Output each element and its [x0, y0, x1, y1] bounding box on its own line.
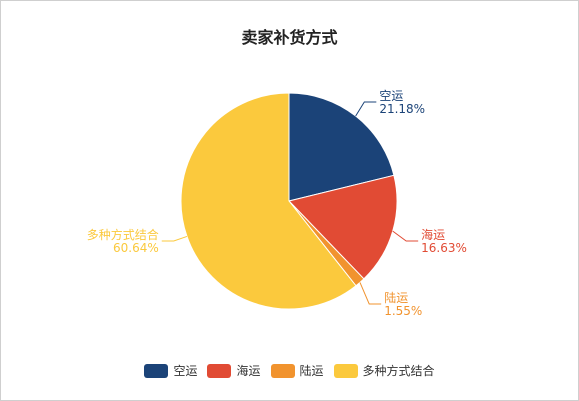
slice-label-value-1: 21.18%: [379, 102, 425, 116]
legend-swatch-3: [270, 363, 295, 378]
slice-label-name-2: 海运: [421, 227, 445, 242]
legend-swatch-2: [207, 363, 232, 378]
legend-item-4[interactable]: 多种方式结合: [333, 362, 435, 379]
legend-swatch-4: [333, 363, 358, 378]
slice-label-value-4: 60.64%: [113, 241, 159, 255]
slice-label-name-1: 空运: [379, 89, 403, 103]
legend: 空运 海运 陆运 多种方式结合: [0, 362, 579, 379]
slice-label-name-4: 多种方式结合: [87, 227, 159, 242]
pie-slice-2[interactable]: [288, 174, 398, 280]
pie-slice-1[interactable]: [288, 92, 395, 202]
legend-item-3[interactable]: 陆运: [270, 362, 324, 379]
slice-label-name-3: 陆运: [384, 290, 408, 305]
legend-label-3: 陆运: [299, 364, 324, 378]
legend-label-1: 空运: [173, 364, 198, 378]
pie-slices: [180, 92, 398, 310]
leader-line-1: [355, 101, 377, 117]
leader-line-2: [392, 230, 419, 242]
label-leader-lines: [161, 101, 419, 305]
legend-label-2: 海运: [236, 364, 261, 378]
leader-line-3: [359, 282, 382, 305]
legend-item-1[interactable]: 空运: [144, 362, 197, 379]
legend-item-2[interactable]: 海运: [207, 362, 261, 379]
legend-swatch-1: [144, 363, 169, 378]
legend-label-4: 多种方式结合: [362, 364, 435, 378]
chart-title: 卖家补货方式: [241, 28, 338, 47]
leader-line-4: [161, 235, 188, 242]
slice-label-value-2: 16.63%: [421, 241, 467, 255]
slice-label-value-3: 1.55%: [384, 304, 422, 318]
